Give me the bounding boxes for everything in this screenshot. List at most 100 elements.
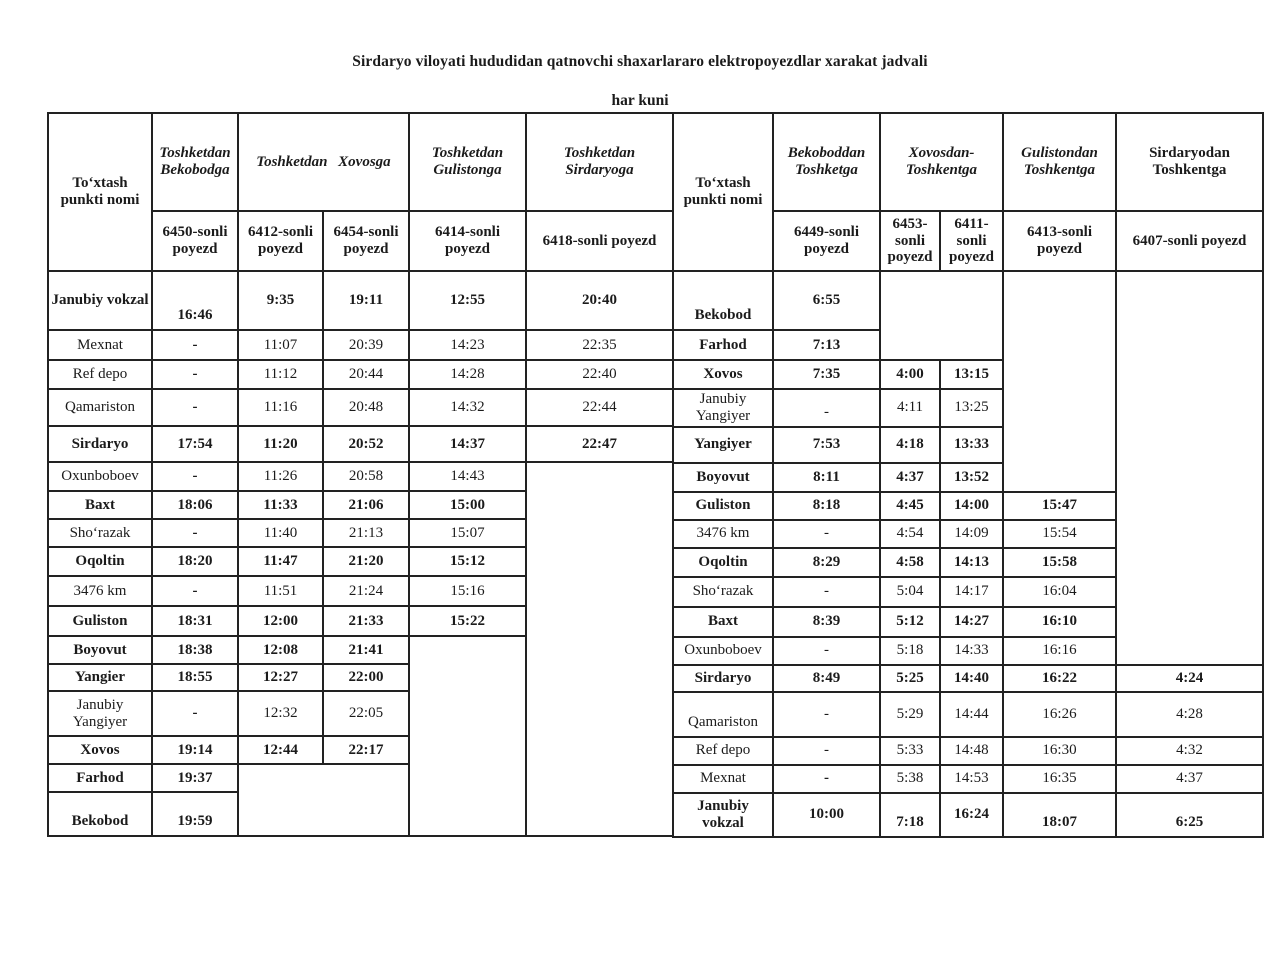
time-cell: 15:22	[408, 605, 527, 637]
time-cell: 12:00	[237, 605, 324, 637]
station-name-cell: Ref depo	[47, 359, 153, 390]
station-name-cell: Farhod	[47, 763, 153, 793]
time-cell: 4:45	[879, 490, 941, 521]
time-cell: 15:54	[1002, 518, 1117, 549]
time-cell: 22:17	[322, 735, 410, 765]
time-cell: 4:24	[1115, 663, 1264, 693]
empty-cell	[525, 461, 674, 837]
time-cell: 7:53	[772, 425, 881, 464]
time-cell: 22:05	[322, 690, 410, 737]
timetable-row: Guliston 18:31 12:00 21:33 15:22	[47, 605, 673, 637]
time-cell: 11:12	[237, 359, 324, 390]
time-cell: 16:46	[151, 270, 239, 331]
time-cell: 14:00	[939, 490, 1004, 521]
schedule-frequency-label: har kuni	[611, 92, 669, 109]
time-cell: -	[151, 359, 239, 390]
station-name-cell: Baxt	[672, 605, 774, 638]
time-cell: 11:47	[237, 546, 324, 577]
time-cell: -	[772, 735, 881, 766]
time-cell: 4:37	[879, 461, 941, 493]
time-cell: 18:20	[151, 546, 239, 577]
time-cell: 16:16	[1002, 635, 1117, 666]
page-title: Sirdaryo viloyati hududidan qatnovchi sh…	[352, 53, 928, 70]
time-cell: 15:16	[408, 575, 527, 607]
time-cell: 8:29	[772, 546, 881, 578]
time-cell: 14:37	[408, 425, 527, 463]
station-name-cell: Guliston	[672, 490, 774, 521]
station-name-cell: 3476 km	[47, 575, 153, 607]
time-cell: 16:26	[1002, 690, 1117, 738]
time-cell: 22:44	[525, 388, 674, 427]
time-cell: 11:20	[237, 425, 324, 463]
time-cell: 20:40	[525, 270, 674, 331]
time-cell: 12:55	[408, 270, 527, 331]
timetable-row: Janubiy vokzal 16:46 9:35 19:11 12:55 20:40	[47, 270, 674, 331]
station-name-cell: Qamariston	[47, 388, 153, 427]
station-name-cell: Oqoltin	[672, 546, 774, 578]
time-cell: 4:32	[1115, 735, 1264, 766]
station-name-cell: Farhod	[672, 329, 774, 361]
time-cell: 12:32	[237, 690, 324, 737]
stop-header-cell: To‘xtash punkti nomi	[672, 112, 774, 272]
time-cell: 15:00	[408, 490, 527, 520]
timetable-row: Oqoltin 18:20 11:47 21:20 15:12	[47, 546, 673, 577]
time-cell: 14:32	[408, 388, 527, 427]
time-cell: -	[772, 575, 881, 608]
empty-cell	[408, 635, 527, 837]
time-cell: 11:16	[237, 388, 324, 427]
time-cell: 16:10	[1002, 605, 1117, 638]
time-cell: -	[151, 518, 239, 548]
time-cell: 20:39	[322, 329, 410, 361]
time-cell: 5:12	[879, 605, 941, 638]
time-cell: 14:28	[408, 359, 527, 390]
station-name-cell: Boyovut	[672, 461, 774, 493]
time-cell: 21:13	[322, 518, 410, 548]
time-cell: 5:38	[879, 763, 941, 794]
station-name-cell: Janubiy vokzal	[672, 791, 774, 838]
time-cell: 6:25	[1115, 791, 1264, 838]
time-cell: 20:52	[322, 425, 410, 463]
time-cell: 5:29	[879, 690, 941, 738]
timetable-departures-from-toshkent: To‘xtash punkti nomi Toshketdan Bekobodg…	[47, 112, 674, 837]
time-cell: 4:28	[1115, 690, 1264, 738]
train-header-cell: 6453-sonli poyezd	[879, 210, 941, 272]
time-cell: 20:44	[322, 359, 410, 390]
time-cell: 4:58	[879, 546, 941, 578]
time-cell: 4:18	[879, 425, 941, 464]
route-header-cell: Toshketdan Sirdaryoga	[525, 112, 674, 212]
train-number-header-row: 6450-sonli poyezd 6412-sonli poyezd 6454…	[48, 210, 674, 272]
station-name-cell: Oqoltin	[47, 546, 153, 577]
timetable-row: Ref depo -11:12 20:44 14:28 22:40	[47, 359, 674, 390]
station-name-cell: Mexnat	[672, 763, 774, 794]
time-cell: 18:07	[1002, 791, 1117, 838]
time-cell: 14:27	[939, 605, 1004, 638]
train-header-cell: 6450-sonli poyezd	[151, 210, 239, 272]
timetable-row: Farhod 19:37	[47, 763, 673, 837]
route-header-cell: Bekoboddan Toshketga	[772, 112, 881, 212]
route-header-cell: Toshketdan Gulistonga	[408, 112, 527, 212]
station-name-cell: Janubiy Yangiyer	[47, 690, 153, 737]
time-cell: -	[772, 388, 881, 428]
train-number-header-row: 6449-sonli poyezd 6453-sonli poyezd 6411…	[673, 210, 1264, 272]
station-name-cell: Sirdaryo	[672, 663, 774, 693]
time-cell: 11:26	[237, 461, 324, 492]
empty-cell	[237, 763, 410, 837]
timetable-row: Janubiy Yangiyer -12:32 22:05	[47, 690, 673, 737]
time-cell: 4:11	[879, 388, 941, 428]
time-cell: 8:49	[772, 663, 881, 693]
time-cell: 13:25	[939, 388, 1004, 428]
empty-cell	[1115, 270, 1264, 666]
time-cell: 21:24	[322, 575, 410, 607]
train-header-cell: 6413-sonli poyezd	[1002, 210, 1117, 272]
route-header-row: To‘xtash punkti nomi Toshketdan Bekobodg…	[47, 112, 674, 272]
time-cell: -	[151, 461, 239, 492]
time-cell: 14:44	[939, 690, 1004, 738]
time-cell: 7:35	[772, 359, 881, 390]
timetable-row: Bekobod 6:55	[672, 270, 1264, 666]
time-cell: 13:52	[939, 461, 1004, 493]
time-cell: 19:11	[322, 270, 410, 331]
timetable-row: Farhod 7:13	[672, 329, 1263, 361]
time-cell: 20:58	[322, 461, 410, 492]
time-cell: 16:04	[1002, 575, 1117, 608]
route-header-cell: Toshketdan Bekobodga	[151, 112, 239, 212]
